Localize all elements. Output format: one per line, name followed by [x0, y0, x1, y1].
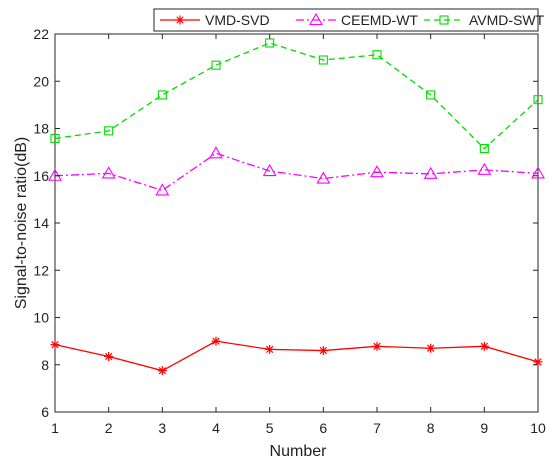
legend-label: CEEMD-WT	[341, 12, 418, 28]
x-tick-label: 8	[427, 420, 435, 436]
y-tick-label: 10	[33, 310, 49, 326]
series-line	[54, 152, 539, 192]
data-point-star	[265, 344, 275, 354]
data-point-star	[50, 340, 60, 350]
data-point-triangle	[309, 12, 323, 26]
data-point-triangle	[209, 146, 223, 159]
y-tick-label: 12	[33, 262, 49, 278]
series-line	[54, 42, 539, 150]
data-point-triangle	[531, 166, 545, 179]
series-ceemd-wt	[48, 146, 545, 196]
data-point-square	[104, 126, 114, 136]
legend: VMD-SVD CEEMD-WT AVMD-SWT	[153, 8, 545, 32]
data-point-square	[157, 90, 167, 100]
data-point-square	[211, 60, 221, 70]
data-point-triangle	[48, 168, 62, 181]
data-point-square	[439, 15, 449, 25]
y-tick-label: 14	[33, 215, 49, 231]
data-point-star	[104, 351, 114, 361]
y-tick-label: 18	[33, 121, 49, 137]
data-point-triangle	[370, 165, 384, 178]
data-point-square	[372, 50, 382, 60]
x-tick-label: 2	[105, 420, 113, 436]
plot-frame	[54, 33, 539, 413]
y-tick-label: 20	[33, 73, 49, 89]
data-point-square	[50, 133, 60, 143]
legend-label: AVMD-SWT	[469, 12, 545, 28]
data-point-triangle	[423, 166, 438, 179]
x-tick-label: 4	[212, 420, 220, 436]
data-point-square	[426, 90, 436, 100]
x-tick-label: 7	[373, 420, 381, 436]
data-point-triangle	[477, 162, 492, 175]
data-point-star	[479, 341, 489, 351]
legend-label: VMD-SVD	[205, 12, 270, 28]
legend-box	[153, 8, 539, 32]
x-axis-label: Number	[270, 443, 328, 460]
data-point-square	[318, 55, 328, 65]
data-point-star	[157, 366, 167, 376]
data-point-square	[479, 144, 489, 154]
x-tick-label: 1	[51, 420, 59, 436]
y-tick-label: 16	[33, 168, 49, 184]
data-point-star	[175, 15, 185, 25]
data-point-triangle	[155, 183, 170, 196]
data-point-star	[426, 343, 436, 353]
series-avmd-swt	[50, 38, 543, 154]
y-tick-label: 6	[41, 404, 49, 420]
data-point-triangle	[101, 166, 116, 179]
data-point-triangle	[262, 163, 277, 177]
data-point-triangle	[316, 171, 331, 184]
y-tick-label: 22	[33, 26, 49, 42]
x-tick-label: 10	[530, 420, 546, 436]
data-point-star	[211, 336, 221, 346]
x-tick-label: 5	[266, 420, 274, 436]
x-tick-label: 3	[158, 420, 166, 436]
data-point-square	[533, 95, 543, 105]
plot-border	[54, 33, 539, 413]
y-tick-label: 8	[41, 357, 49, 373]
series-line	[54, 340, 539, 372]
x-tick-label: 6	[319, 420, 327, 436]
data-point-star	[372, 341, 382, 351]
data-point-star	[318, 346, 328, 356]
y-axis-label: Signal-to-noise ratio(dB)	[13, 137, 30, 310]
x-tick-label: 9	[480, 420, 488, 436]
